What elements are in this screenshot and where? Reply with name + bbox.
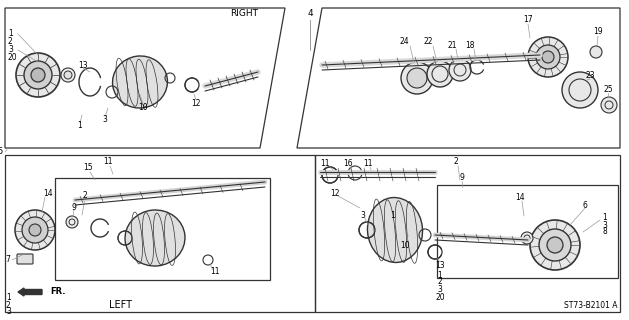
Circle shape xyxy=(22,217,48,243)
Text: 23: 23 xyxy=(585,70,595,79)
Circle shape xyxy=(407,68,427,88)
Circle shape xyxy=(401,62,433,94)
Circle shape xyxy=(64,71,72,79)
Text: 20: 20 xyxy=(435,293,445,302)
Circle shape xyxy=(449,59,471,81)
Circle shape xyxy=(528,37,568,77)
Circle shape xyxy=(15,210,55,250)
Text: 1: 1 xyxy=(77,122,82,131)
Ellipse shape xyxy=(113,56,167,108)
Circle shape xyxy=(24,61,52,89)
Text: 3: 3 xyxy=(6,308,11,316)
Text: 22: 22 xyxy=(423,37,433,46)
Circle shape xyxy=(29,224,41,236)
Text: 18: 18 xyxy=(465,41,475,50)
Text: 14: 14 xyxy=(43,188,53,197)
Text: 1: 1 xyxy=(438,270,442,279)
Text: LEFT: LEFT xyxy=(108,300,131,310)
Text: 1: 1 xyxy=(8,29,13,38)
Text: 2: 2 xyxy=(6,300,11,309)
Ellipse shape xyxy=(125,210,185,266)
Text: 12: 12 xyxy=(191,99,201,108)
Text: 1: 1 xyxy=(6,293,11,302)
Text: 17: 17 xyxy=(523,15,533,25)
Text: 3: 3 xyxy=(360,211,365,220)
Circle shape xyxy=(547,237,563,253)
Text: 2: 2 xyxy=(438,277,442,286)
Text: 25: 25 xyxy=(603,85,613,94)
Text: 21: 21 xyxy=(447,41,457,50)
Text: 24: 24 xyxy=(399,37,409,46)
Text: 9: 9 xyxy=(72,203,77,212)
Text: 2: 2 xyxy=(454,157,459,166)
Text: 1: 1 xyxy=(391,211,396,220)
Text: 3: 3 xyxy=(8,45,13,54)
FancyArrow shape xyxy=(18,288,42,296)
Text: 10: 10 xyxy=(138,103,148,113)
FancyBboxPatch shape xyxy=(17,254,33,264)
Text: 6: 6 xyxy=(582,201,587,210)
Ellipse shape xyxy=(367,197,423,262)
Text: 7: 7 xyxy=(5,255,10,265)
Text: 8: 8 xyxy=(603,228,608,236)
Text: 5: 5 xyxy=(0,148,3,156)
Text: 11: 11 xyxy=(103,157,113,166)
Circle shape xyxy=(61,68,75,82)
Circle shape xyxy=(427,61,453,87)
Text: 4: 4 xyxy=(307,9,313,18)
Text: FR.: FR. xyxy=(50,286,65,295)
Circle shape xyxy=(530,220,580,270)
Text: 19: 19 xyxy=(593,28,603,36)
Text: RIGHT: RIGHT xyxy=(230,10,258,19)
Text: 13: 13 xyxy=(78,60,88,69)
Circle shape xyxy=(542,51,554,63)
Text: 11: 11 xyxy=(210,268,220,276)
Circle shape xyxy=(536,45,560,69)
Text: 15: 15 xyxy=(83,164,93,172)
Text: 9: 9 xyxy=(460,173,464,182)
Text: ST73-B2101 A: ST73-B2101 A xyxy=(564,301,617,310)
Circle shape xyxy=(521,232,533,244)
Text: 11: 11 xyxy=(320,158,330,167)
Text: 13: 13 xyxy=(435,260,445,269)
Text: 2: 2 xyxy=(8,37,13,46)
Text: 1: 1 xyxy=(603,213,608,222)
Circle shape xyxy=(601,97,617,113)
Text: 10: 10 xyxy=(400,241,410,250)
Text: 3: 3 xyxy=(603,220,608,229)
Text: 2: 2 xyxy=(82,190,87,199)
Circle shape xyxy=(539,229,571,261)
Text: 3: 3 xyxy=(103,116,108,124)
Circle shape xyxy=(31,68,45,82)
Text: 16: 16 xyxy=(343,158,353,167)
Text: 12: 12 xyxy=(330,188,340,197)
Circle shape xyxy=(590,46,602,58)
Text: 11: 11 xyxy=(364,158,373,167)
Circle shape xyxy=(66,216,78,228)
Circle shape xyxy=(16,53,60,97)
Text: 20: 20 xyxy=(8,53,18,62)
Text: 14: 14 xyxy=(515,193,525,202)
Text: 3: 3 xyxy=(438,285,442,294)
Circle shape xyxy=(562,72,598,108)
